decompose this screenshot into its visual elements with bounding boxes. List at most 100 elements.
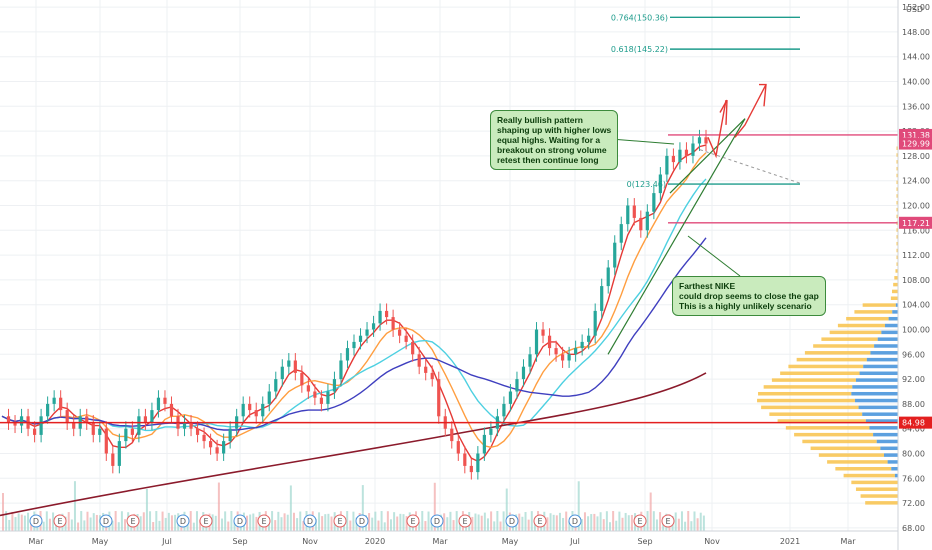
candle-body	[319, 397, 324, 404]
volume-bar	[221, 518, 224, 531]
volume-bar	[490, 511, 493, 531]
volume-bar	[170, 515, 173, 531]
volume-bar	[343, 522, 346, 531]
candle-body	[85, 416, 89, 423]
annotation-line: could drop seems to close the gap	[679, 291, 819, 301]
event-marker-label: E	[665, 517, 670, 526]
volume-bar	[493, 521, 496, 531]
event-marker-label: D	[509, 517, 515, 526]
volume-bar	[83, 520, 86, 531]
candle-body	[280, 366, 284, 380]
event-marker-label: E	[537, 517, 542, 526]
volume-bar	[702, 515, 705, 531]
candle-body	[46, 403, 50, 417]
candle-body	[463, 453, 467, 466]
candle-body	[156, 397, 161, 411]
profile-bar	[788, 364, 864, 369]
price-tick-label: 124.00	[902, 177, 930, 186]
volume-bar	[659, 512, 662, 531]
volume-bar	[418, 521, 421, 531]
volume-bar	[217, 482, 220, 531]
volume-bar	[649, 492, 652, 531]
candle-body	[456, 441, 460, 454]
price-tick-label: 104.00	[902, 301, 930, 310]
candle-body	[547, 335, 552, 349]
profile-bar	[896, 153, 898, 157]
price-tick-label: 72.00	[902, 499, 925, 508]
volume-bar	[5, 511, 8, 531]
volume-bar	[346, 511, 349, 531]
candle-body	[378, 310, 382, 324]
horizontal-levels: 0.764(150.36) 0.618(145.22) 0(123.46)	[0, 13, 898, 424]
volume-bar	[95, 514, 98, 531]
candle-body	[567, 354, 571, 361]
volume-bar	[455, 511, 458, 531]
volume-bar	[149, 511, 152, 531]
candle-body	[417, 354, 421, 367]
profile-bar	[888, 316, 898, 321]
candle-body	[391, 317, 395, 330]
volume-bar	[11, 511, 14, 531]
profile-bar	[855, 487, 898, 491]
profile-bar	[874, 344, 898, 348]
price-tick-label: 140.00	[902, 78, 930, 87]
volume-bar	[496, 511, 499, 531]
dividend-marker	[505, 514, 519, 528]
volume-bar	[396, 516, 399, 531]
candle-body	[228, 428, 232, 442]
candle-body	[384, 310, 389, 318]
candle-body	[600, 286, 604, 311]
volume-bar	[452, 520, 455, 531]
profile-bar	[785, 426, 870, 430]
time-axis: Mar May Jul Sep Nov 2020 Mar May Jul Sep Nov 2021 Ma…	[0, 530, 898, 546]
volume-bar	[158, 520, 161, 531]
volume-bar	[477, 514, 480, 531]
profile-bar	[896, 180, 898, 185]
candle-body	[313, 391, 317, 398]
candle-body	[91, 422, 95, 435]
volume-bar	[296, 518, 299, 531]
price-tick-label: 120.00	[902, 202, 930, 211]
candle-body	[293, 360, 297, 373]
profile-bar	[895, 269, 898, 273]
volume-bar	[458, 522, 461, 531]
profile-bar	[890, 296, 898, 300]
profile-bar	[896, 241, 898, 246]
candle-body	[32, 428, 37, 435]
event-marker-label: D	[307, 517, 313, 526]
profile-bar	[862, 412, 898, 416]
volume-bar	[443, 513, 446, 531]
volume-bar	[389, 519, 392, 531]
candle-body	[254, 410, 258, 417]
volume-bar	[274, 520, 277, 531]
volume-bar	[677, 518, 680, 531]
volume-bar	[393, 512, 396, 531]
price-tick-label: 92.00	[902, 375, 925, 384]
profile-bar	[896, 187, 898, 191]
volume-bar	[174, 514, 177, 531]
candle-body	[39, 416, 43, 435]
annotation-bullish: Really bullish pattern shaping up with h…	[490, 110, 619, 170]
volume-bar	[646, 511, 649, 531]
volume-bar	[255, 516, 258, 531]
earnings-marker	[633, 514, 647, 528]
profile-bar	[896, 160, 898, 164]
volume-bar	[652, 511, 655, 531]
profile-bar	[804, 351, 871, 355]
volume-bar	[405, 516, 408, 531]
event-marker-label: D	[359, 517, 365, 526]
volume-bar	[318, 512, 321, 531]
profile-bar	[865, 501, 898, 505]
candle-body	[606, 267, 610, 287]
volume-bar	[289, 485, 292, 531]
profile-bar	[851, 480, 898, 485]
bullish-arrow	[734, 84, 767, 138]
profile-bar	[843, 473, 895, 478]
time-tick-label: Sep	[232, 537, 247, 546]
volume-bar	[211, 514, 214, 531]
annotation-bearish: Farthest NIKE could drop seems to close …	[672, 276, 826, 316]
time-tick-label: Mar	[840, 537, 856, 546]
volume-bar	[195, 511, 198, 531]
candle-body	[424, 366, 428, 373]
